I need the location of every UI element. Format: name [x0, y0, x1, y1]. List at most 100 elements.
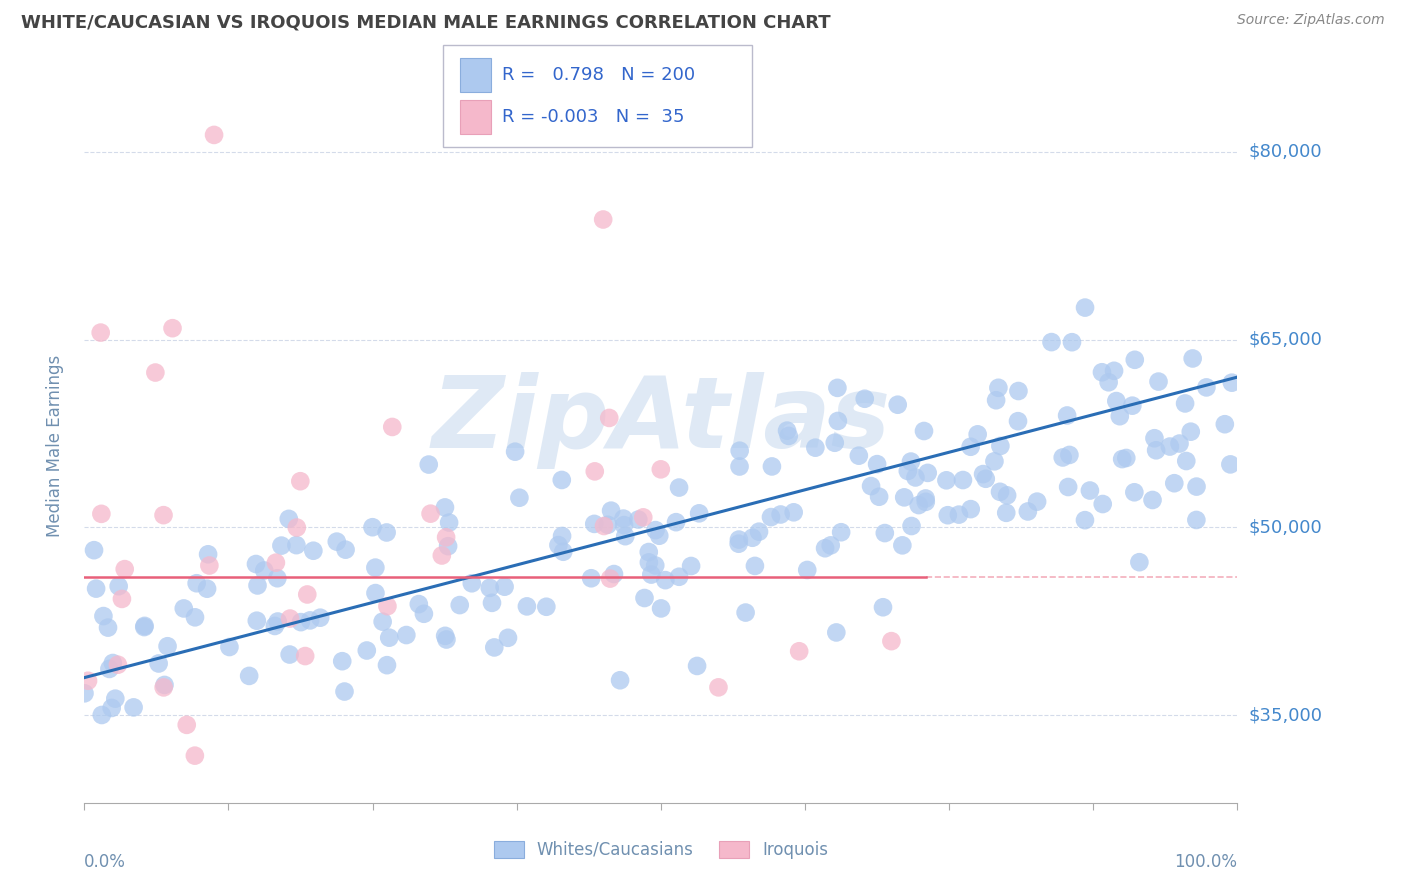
Point [536, 599, 558, 614]
Point [825, 625, 848, 640]
Point [503, 444, 526, 458]
Text: $80,000: $80,000 [1249, 143, 1322, 161]
Point [547, 538, 569, 552]
Point [900, 454, 922, 468]
Point [914, 495, 936, 509]
Point [377, 599, 399, 614]
Point [412, 607, 434, 621]
Point [1052, 450, 1074, 465]
Point [264, 556, 287, 570]
Point [1105, 394, 1128, 409]
Point [686, 659, 709, 673]
Point [707, 681, 730, 695]
Point [1185, 480, 1208, 494]
Point [830, 525, 852, 540]
Point [609, 673, 631, 688]
Text: R =   0.798   N = 200: R = 0.798 N = 200 [502, 66, 695, 84]
Point [650, 601, 672, 615]
Point [97, 621, 120, 635]
Point [100, 701, 122, 715]
Point [668, 570, 690, 584]
Point [153, 678, 176, 692]
Point [974, 472, 997, 486]
Point [478, 581, 501, 595]
Point [1174, 396, 1197, 410]
Point [613, 518, 636, 533]
Point [988, 484, 1011, 499]
Point [598, 411, 620, 425]
Point [326, 534, 349, 549]
Point [1060, 335, 1083, 350]
Point [633, 591, 655, 605]
Point [437, 539, 460, 553]
Point [1147, 375, 1170, 389]
Point [1163, 476, 1185, 491]
Point [1185, 513, 1208, 527]
Point [827, 414, 849, 428]
Point [1057, 480, 1080, 494]
Point [152, 508, 174, 523]
Point [959, 502, 981, 516]
Point [984, 393, 1007, 408]
Point [508, 491, 530, 505]
Point [583, 516, 606, 531]
Point [553, 545, 575, 559]
Point [787, 644, 810, 658]
Point [246, 578, 269, 592]
Point [176, 718, 198, 732]
Point [1143, 431, 1166, 445]
Point [1007, 384, 1029, 398]
Point [1098, 376, 1121, 390]
Point [1181, 351, 1204, 366]
Point [73, 686, 96, 700]
Point [748, 524, 770, 539]
Point [681, 559, 703, 574]
Point [449, 598, 471, 612]
Point [184, 610, 207, 624]
Point [430, 549, 453, 563]
Point [253, 564, 276, 578]
Point [1142, 493, 1164, 508]
Point [381, 420, 404, 434]
Point [1175, 454, 1198, 468]
Point [494, 580, 516, 594]
Text: R = -0.003   N =  35: R = -0.003 N = 35 [502, 108, 685, 126]
Point [1128, 555, 1150, 569]
Point [959, 440, 981, 454]
Point [614, 529, 637, 543]
Legend: Whites/Caucasians, Iroquois: Whites/Caucasians, Iroquois [494, 840, 828, 859]
Point [198, 558, 221, 573]
Point [101, 656, 124, 670]
Point [912, 424, 935, 438]
Point [873, 526, 896, 541]
Point [848, 449, 870, 463]
Point [948, 508, 970, 522]
Point [270, 539, 292, 553]
Point [1091, 365, 1114, 379]
Point [654, 573, 676, 587]
Point [866, 457, 889, 471]
Point [581, 571, 603, 585]
Point [361, 520, 384, 534]
Point [263, 619, 285, 633]
Point [437, 516, 460, 530]
Point [434, 629, 457, 643]
Point [107, 579, 129, 593]
Point [886, 398, 908, 412]
Point [627, 512, 650, 526]
Text: $35,000: $35,000 [1249, 706, 1323, 724]
Text: 100.0%: 100.0% [1174, 853, 1237, 871]
Point [987, 381, 1010, 395]
Point [644, 523, 666, 537]
Point [734, 606, 756, 620]
Point [1144, 443, 1167, 458]
Point [114, 562, 136, 576]
Point [935, 473, 957, 487]
Point [516, 599, 538, 614]
Point [1059, 448, 1081, 462]
Point [266, 571, 288, 585]
Point [1040, 335, 1063, 350]
Point [278, 611, 301, 625]
Point [1123, 485, 1146, 500]
Point [603, 567, 626, 582]
